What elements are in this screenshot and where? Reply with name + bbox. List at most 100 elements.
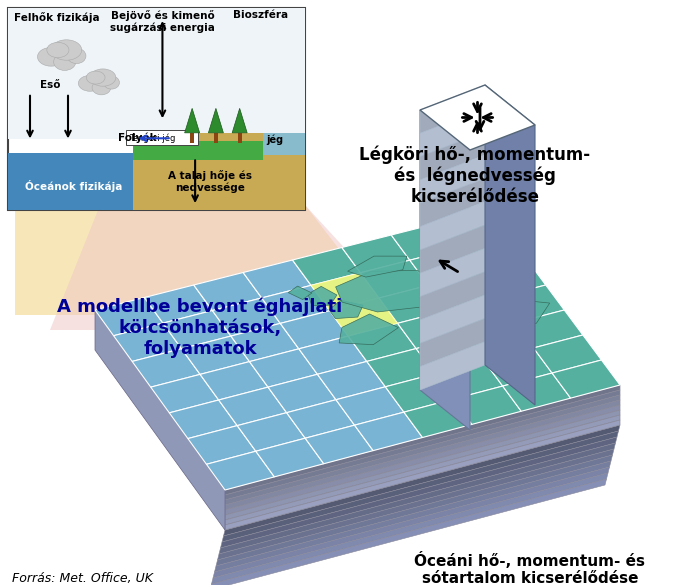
Polygon shape xyxy=(219,443,615,554)
Polygon shape xyxy=(225,390,620,500)
Polygon shape xyxy=(249,349,318,387)
Polygon shape xyxy=(354,412,423,450)
Ellipse shape xyxy=(38,47,65,66)
Polygon shape xyxy=(50,205,420,330)
Polygon shape xyxy=(163,311,231,349)
Polygon shape xyxy=(447,298,515,336)
Polygon shape xyxy=(95,310,225,530)
Polygon shape xyxy=(428,273,497,311)
Bar xyxy=(190,133,194,143)
Polygon shape xyxy=(221,437,617,548)
Polygon shape xyxy=(420,178,485,226)
Polygon shape xyxy=(194,273,262,311)
Text: Légköri hő-, momentum-
és  légnedvesség
kicserélődése: Légköri hő-, momentum- és légnedvesség k… xyxy=(359,145,591,206)
Polygon shape xyxy=(503,373,570,411)
Text: Forrás: Met. Office, UK: Forrás: Met. Office, UK xyxy=(12,572,153,585)
Polygon shape xyxy=(287,400,354,438)
Polygon shape xyxy=(232,108,247,133)
Polygon shape xyxy=(441,210,509,247)
Polygon shape xyxy=(308,287,337,305)
Polygon shape xyxy=(311,273,379,311)
Polygon shape xyxy=(210,479,607,585)
Polygon shape xyxy=(219,387,287,426)
Polygon shape xyxy=(420,202,485,250)
Text: Bioszféra: Bioszféra xyxy=(233,10,288,20)
Polygon shape xyxy=(339,314,398,345)
Polygon shape xyxy=(435,361,503,399)
Polygon shape xyxy=(420,85,535,150)
Polygon shape xyxy=(485,85,535,405)
Polygon shape xyxy=(420,85,485,133)
Ellipse shape xyxy=(90,69,116,86)
Polygon shape xyxy=(420,295,485,343)
Bar xyxy=(8,153,141,210)
Polygon shape xyxy=(420,249,485,297)
Polygon shape xyxy=(225,405,620,515)
Ellipse shape xyxy=(54,53,76,70)
Ellipse shape xyxy=(79,75,102,91)
Polygon shape xyxy=(268,374,336,412)
Polygon shape xyxy=(420,108,485,157)
Polygon shape xyxy=(144,285,212,323)
Polygon shape xyxy=(188,426,256,464)
Polygon shape xyxy=(256,438,324,477)
Polygon shape xyxy=(420,342,485,390)
Text: Bejövő és kimenő
sugárzási energia: Bejövő és kimenő sugárzási energia xyxy=(110,10,215,33)
Ellipse shape xyxy=(51,40,82,60)
Polygon shape xyxy=(420,318,485,367)
Polygon shape xyxy=(225,420,620,530)
Polygon shape xyxy=(212,473,608,584)
Polygon shape xyxy=(361,260,428,298)
Polygon shape xyxy=(478,260,546,298)
Polygon shape xyxy=(459,235,527,273)
Bar xyxy=(238,133,242,143)
Polygon shape xyxy=(391,222,459,260)
Polygon shape xyxy=(348,324,416,362)
Polygon shape xyxy=(212,298,280,336)
Polygon shape xyxy=(182,336,249,374)
Polygon shape xyxy=(223,425,620,536)
Polygon shape xyxy=(497,285,564,323)
Polygon shape xyxy=(208,108,223,133)
Polygon shape xyxy=(420,271,485,320)
Text: Eső: Eső xyxy=(40,80,60,90)
Text: Felhők fizikája: Felhők fizikája xyxy=(14,12,100,23)
Polygon shape xyxy=(213,467,609,578)
Polygon shape xyxy=(318,362,385,400)
Polygon shape xyxy=(216,455,613,566)
Ellipse shape xyxy=(86,71,105,84)
Polygon shape xyxy=(420,110,470,430)
Polygon shape xyxy=(292,247,361,285)
Polygon shape xyxy=(342,235,410,273)
Polygon shape xyxy=(515,310,583,348)
Polygon shape xyxy=(169,400,237,439)
Polygon shape xyxy=(335,270,442,312)
Ellipse shape xyxy=(47,42,69,58)
Polygon shape xyxy=(311,273,379,311)
Polygon shape xyxy=(305,425,373,464)
Polygon shape xyxy=(416,336,484,374)
Polygon shape xyxy=(151,374,219,413)
Polygon shape xyxy=(348,256,407,277)
Polygon shape xyxy=(430,274,516,304)
Polygon shape xyxy=(113,323,182,362)
Polygon shape xyxy=(454,386,521,424)
Polygon shape xyxy=(330,298,398,336)
Polygon shape xyxy=(404,399,472,438)
Polygon shape xyxy=(420,155,485,204)
Polygon shape xyxy=(299,336,367,374)
Polygon shape xyxy=(231,324,299,362)
Polygon shape xyxy=(466,299,550,332)
Text: Tengeri jég: Tengeri jég xyxy=(129,133,175,143)
Polygon shape xyxy=(552,360,620,398)
Text: A talaj hője és
nedvessége: A talaj hője és nedvessége xyxy=(168,170,252,193)
Polygon shape xyxy=(222,431,619,542)
FancyBboxPatch shape xyxy=(126,130,198,145)
Ellipse shape xyxy=(92,81,111,95)
Polygon shape xyxy=(225,400,620,510)
Bar xyxy=(133,133,305,210)
Polygon shape xyxy=(217,449,614,560)
Polygon shape xyxy=(329,300,363,319)
Bar xyxy=(133,142,264,160)
Text: Óceáni hő-, momentum- és
sótartalom kicserélődése: Óceáni hő-, momentum- és sótartalom kics… xyxy=(415,552,645,585)
